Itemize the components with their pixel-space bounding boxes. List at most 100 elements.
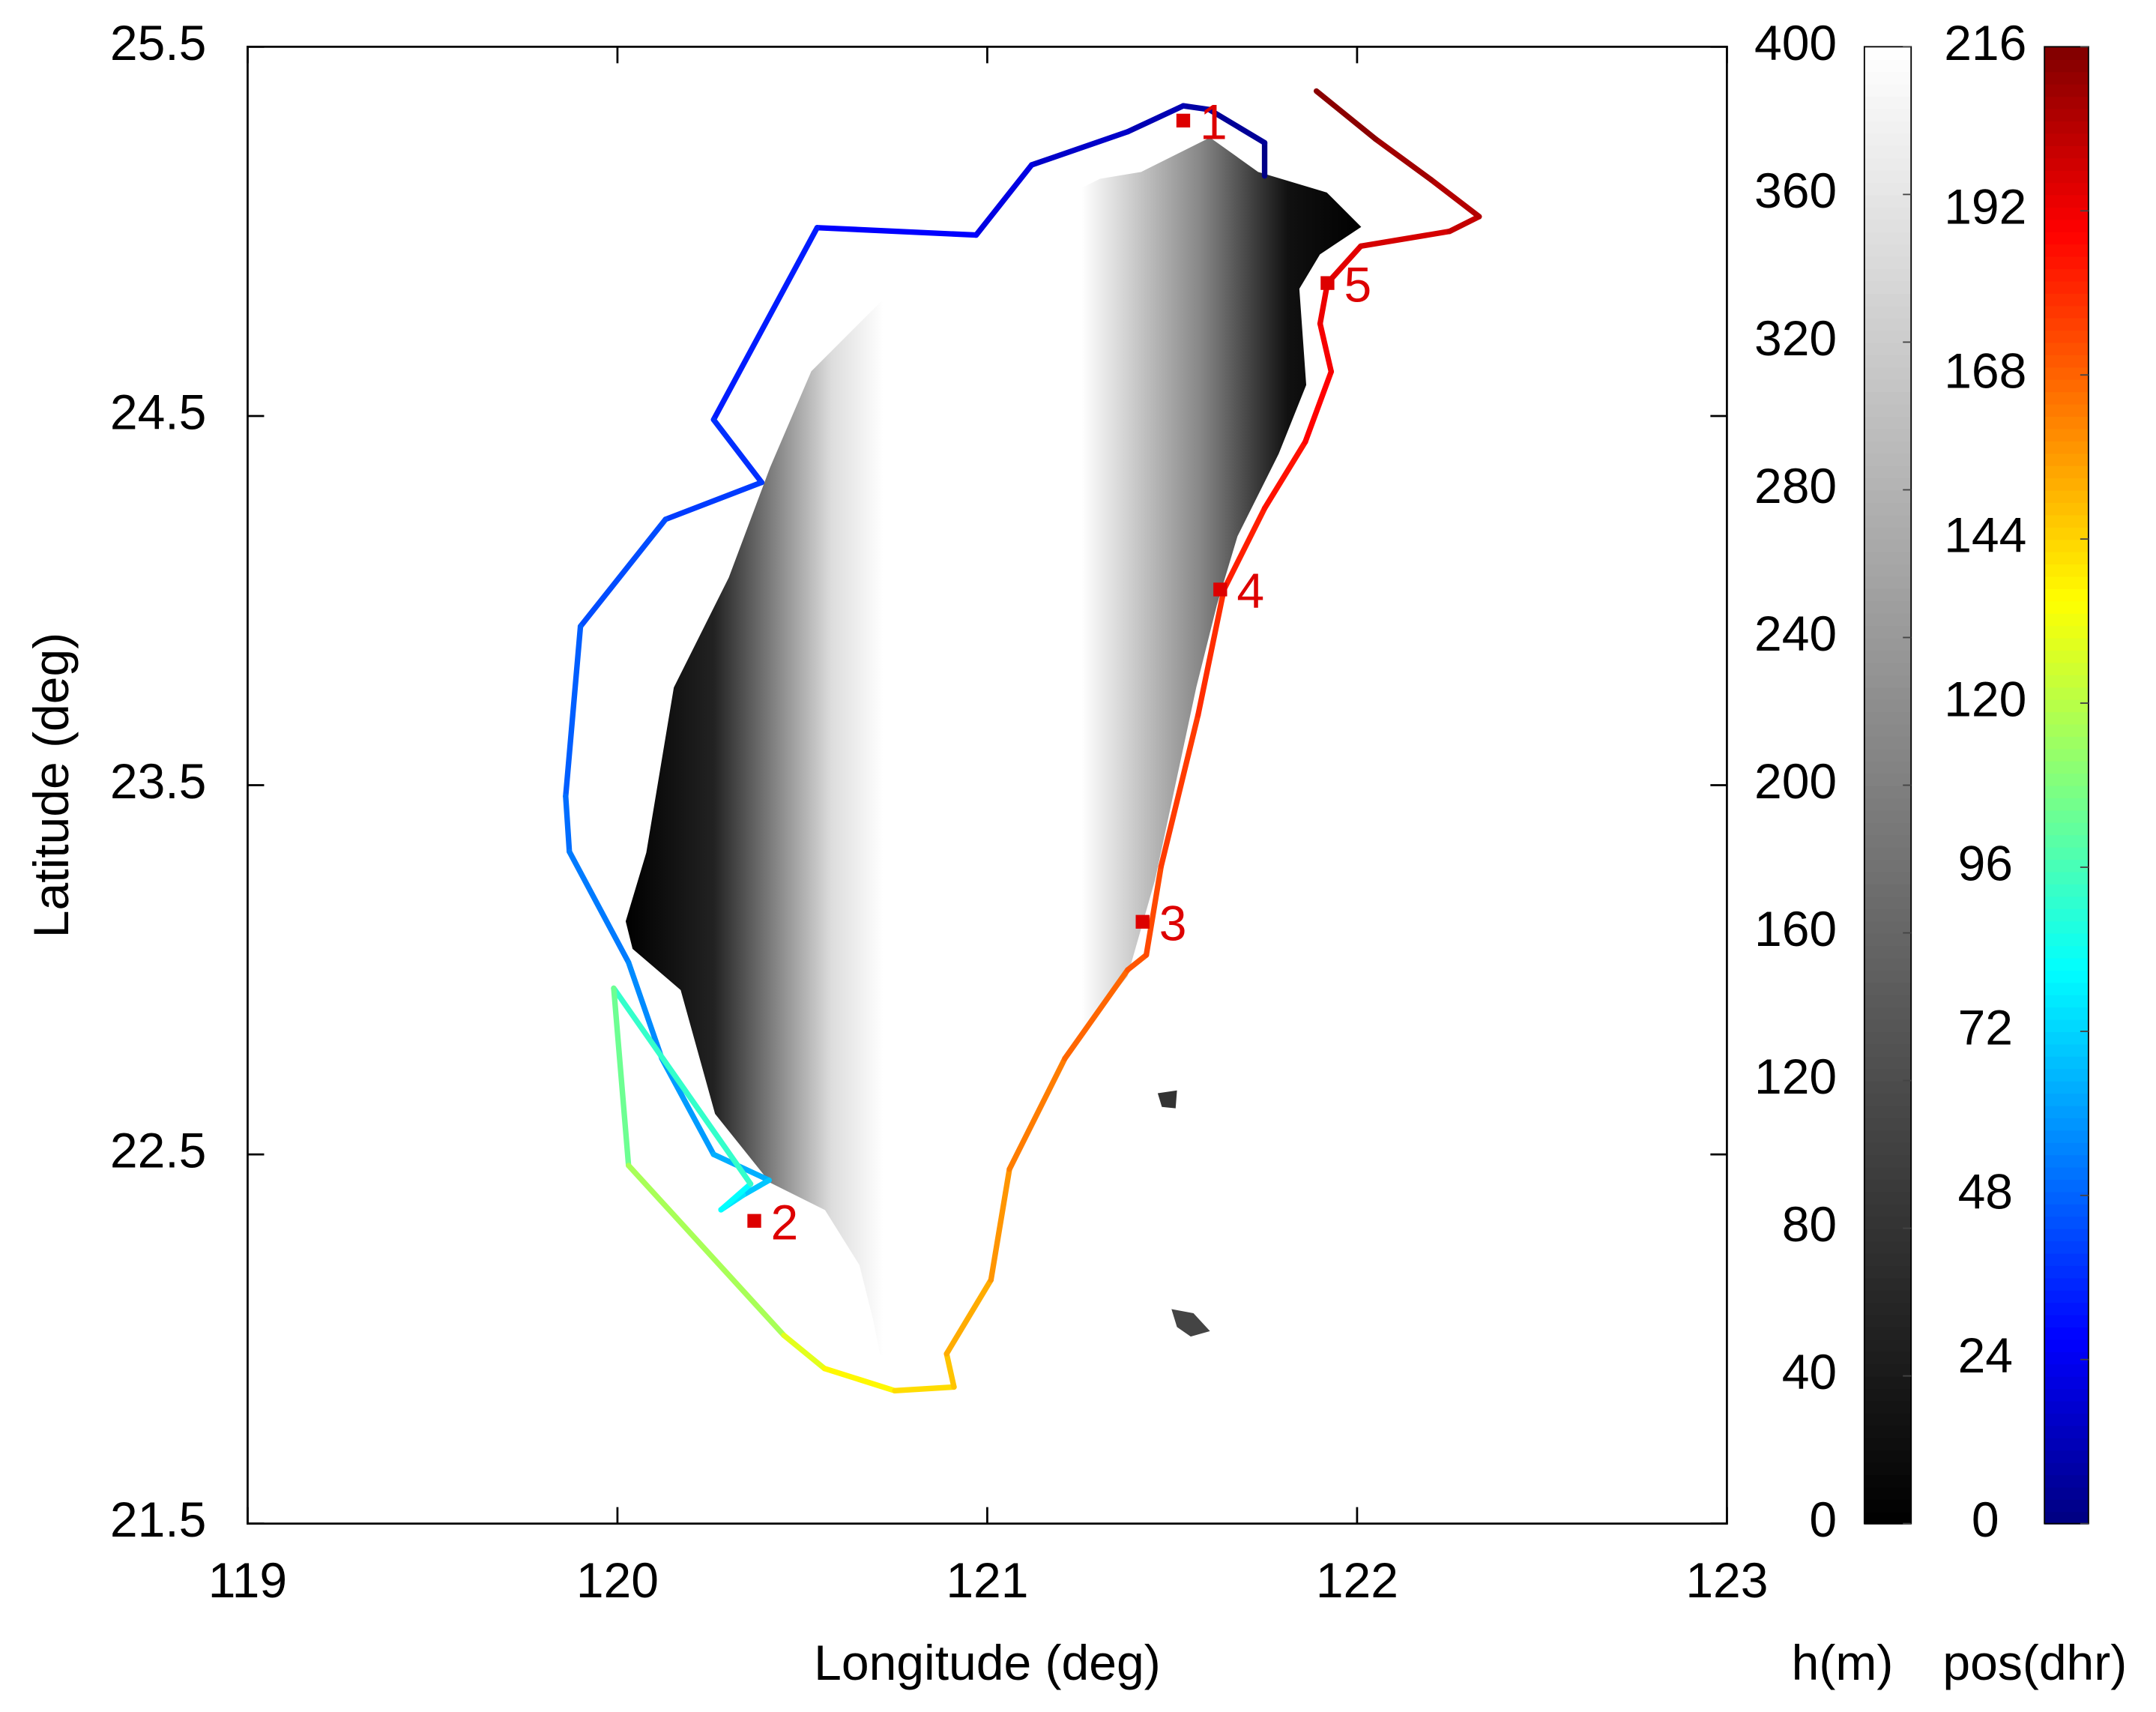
track-segment bbox=[814, 225, 979, 238]
colorbar-cell bbox=[2044, 169, 2089, 184]
colorbar-cell bbox=[1864, 1412, 1912, 1426]
colorbar-cell bbox=[2044, 1511, 2089, 1525]
colorbar-cell bbox=[2044, 1154, 2089, 1168]
colorbar-cell bbox=[2044, 1289, 2089, 1303]
colorbar-cell bbox=[1864, 711, 1912, 725]
colorbar-cell bbox=[2044, 58, 2089, 73]
colorbar-cell bbox=[2044, 551, 2089, 565]
colorbar-cell bbox=[1864, 379, 1912, 393]
colorbar-cell bbox=[2044, 1203, 2089, 1217]
colorbar-cell bbox=[2044, 1302, 2089, 1315]
track-segment bbox=[718, 1181, 754, 1213]
colorbar-cell bbox=[1864, 58, 1912, 73]
colorbar-cell bbox=[2044, 1191, 2089, 1205]
colorbar-cell bbox=[2044, 810, 2089, 823]
colorbar-cell bbox=[2044, 674, 2089, 688]
track-segment bbox=[567, 849, 632, 965]
colorbar-cell bbox=[2044, 46, 2089, 60]
colorbar-cell bbox=[2044, 1326, 2089, 1340]
colorbar-cell bbox=[2044, 969, 2089, 983]
colorbar-cell bbox=[1864, 687, 1912, 700]
colorbar-cell bbox=[2044, 1068, 2089, 1082]
colorbar-cell bbox=[1864, 169, 1912, 184]
colorbar-cell bbox=[1864, 822, 1912, 836]
colorbar-cell bbox=[1864, 1216, 1912, 1229]
colorbar-cell bbox=[2044, 1253, 2089, 1266]
colorbar-cell bbox=[1864, 1400, 1912, 1414]
colorbar-cell bbox=[2044, 465, 2089, 479]
colorbar-tick-label: 72 bbox=[1958, 999, 2013, 1055]
colorbar-cell bbox=[1864, 477, 1912, 491]
track-segment bbox=[1428, 177, 1482, 220]
colorbar-cell bbox=[1864, 563, 1912, 577]
colorbar-cell bbox=[1864, 600, 1912, 614]
colorbar-cell bbox=[2044, 526, 2089, 540]
track-segment bbox=[1195, 586, 1227, 718]
colorbar-cell bbox=[1864, 896, 1912, 909]
colorbar-cell bbox=[1864, 1191, 1912, 1205]
colorbar-cell bbox=[1864, 1253, 1912, 1266]
colorbar-cell bbox=[2044, 932, 2089, 947]
colorbar-cell bbox=[1864, 1007, 1912, 1020]
track-segment bbox=[710, 225, 821, 423]
colorbar-cell bbox=[2044, 1130, 2089, 1143]
colorbar-cell bbox=[1864, 1302, 1912, 1315]
colorbar-tick-label: 168 bbox=[1944, 343, 2026, 399]
colorbar-cell bbox=[2044, 379, 2089, 393]
track-segment bbox=[1206, 106, 1268, 146]
colorbar-cell bbox=[2044, 957, 2089, 971]
x-tick-label: 119 bbox=[208, 1552, 287, 1608]
colorbar-cell bbox=[2044, 133, 2089, 146]
colorbar-cell bbox=[2044, 760, 2089, 774]
colorbar-cell bbox=[1864, 1351, 1912, 1365]
colorbar-cell bbox=[1864, 305, 1912, 319]
colorbar-cell bbox=[1864, 1363, 1912, 1377]
colorbar-cell bbox=[1864, 1105, 1912, 1118]
colorbar-cell bbox=[2044, 403, 2089, 418]
track-segment bbox=[1006, 1055, 1068, 1172]
colorbar-cell bbox=[2044, 1178, 2089, 1193]
colorbar-cell bbox=[2044, 1092, 2089, 1106]
colorbar-cell bbox=[1864, 453, 1912, 466]
track-segment bbox=[1317, 321, 1335, 375]
colorbar-cell bbox=[2044, 181, 2089, 196]
colorbar-cell bbox=[2044, 859, 2089, 872]
station-marker bbox=[1135, 914, 1150, 929]
colorbar-tick-label: 192 bbox=[1944, 179, 2026, 235]
track-segment bbox=[781, 1332, 827, 1372]
colorbar-cell bbox=[2044, 415, 2089, 429]
colorbar-cell bbox=[2044, 1388, 2089, 1402]
colorbar-cell bbox=[1864, 1142, 1912, 1156]
colorbar-cell bbox=[2044, 1339, 2089, 1352]
colorbar-cell bbox=[1864, 268, 1912, 282]
colorbar-cell bbox=[2044, 637, 2089, 651]
colorbar-cell bbox=[2044, 612, 2089, 627]
track-segment bbox=[1143, 863, 1165, 958]
colorbar-cell bbox=[2044, 1375, 2089, 1390]
colorbar-cell bbox=[2044, 625, 2089, 639]
track-segment bbox=[659, 1055, 716, 1157]
colorbar-cell bbox=[2044, 1437, 2089, 1451]
track-segment bbox=[563, 624, 584, 799]
colorbar-cell bbox=[2044, 649, 2089, 663]
colorbar-cell bbox=[1864, 551, 1912, 565]
track-segment bbox=[1062, 967, 1131, 1061]
colorbar-cell bbox=[2044, 1007, 2089, 1020]
colorbar-cell bbox=[2044, 440, 2089, 454]
colorbar-cell bbox=[2044, 576, 2089, 589]
colorbar-cell bbox=[2044, 1474, 2089, 1488]
colorbar-cell bbox=[1864, 1203, 1912, 1217]
colorbar-cell bbox=[2044, 834, 2089, 848]
track-segment bbox=[1221, 505, 1268, 593]
colorbar-cell bbox=[2044, 773, 2089, 786]
colorbar-cell bbox=[1864, 957, 1912, 971]
colorbar-cell bbox=[1864, 96, 1912, 109]
colorbar-cell bbox=[1864, 1068, 1912, 1082]
colorbar-cell bbox=[2044, 120, 2089, 134]
colorbar-cell bbox=[1864, 748, 1912, 762]
colorbar-cell bbox=[2044, 244, 2089, 257]
colorbar-cell bbox=[1864, 71, 1912, 85]
colorbar-cell bbox=[2044, 748, 2089, 762]
y-tick-label: 22.5 bbox=[110, 1123, 207, 1178]
